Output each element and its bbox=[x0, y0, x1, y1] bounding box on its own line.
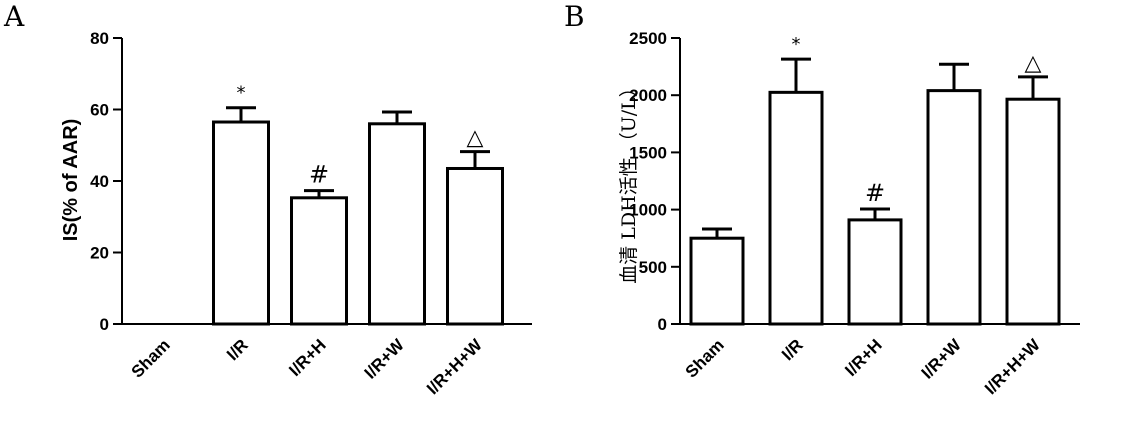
bar bbox=[768, 90, 824, 326]
y-axis-title-b: 血清 LDH活性 （U/L） bbox=[618, 78, 640, 284]
panel-label-b: B bbox=[564, 0, 585, 33]
category-label: I/R+W bbox=[918, 335, 966, 383]
y-tick-label: 0 bbox=[100, 315, 109, 334]
y-tick-label: 40 bbox=[90, 172, 109, 191]
y-tick-label: 2000 bbox=[629, 86, 667, 105]
category-label: I/R+W bbox=[361, 335, 409, 383]
category-label: I/R+H bbox=[285, 335, 330, 380]
significance-marker: △ bbox=[467, 126, 484, 151]
category-label: Sham bbox=[128, 335, 174, 381]
y-tick-label: 1500 bbox=[629, 143, 667, 162]
significance-marker: * bbox=[237, 83, 246, 104]
bar bbox=[290, 196, 348, 326]
bar bbox=[446, 166, 504, 326]
y-tick-label: 0 bbox=[658, 315, 667, 334]
bar bbox=[926, 89, 982, 326]
bar bbox=[368, 122, 426, 326]
y-ticks-b: 0 500 1000 1500 2000 2500 bbox=[629, 29, 680, 334]
significance-marker: # bbox=[309, 161, 329, 189]
panel-b: B 血清 LDH活性 （U/L） 0 500 1000 1500 2000 2500 * #… bbox=[564, 0, 1080, 398]
bars-b: * # △ bbox=[689, 34, 1061, 326]
bar bbox=[1005, 97, 1061, 326]
category-label: I/R bbox=[778, 335, 807, 364]
bar bbox=[212, 120, 270, 326]
y-axis-title-a: IS(% of AAR) bbox=[60, 119, 82, 242]
y-tick-label: 500 bbox=[639, 258, 667, 277]
category-label: I/R+H bbox=[841, 335, 886, 380]
category-label: Sham bbox=[682, 335, 728, 381]
panel-a: A IS(% of AAR) 0 20 40 60 80 * # △ Sham I/R I/R+… bbox=[3, 0, 532, 398]
bar bbox=[847, 218, 903, 326]
y-tick-label: 2500 bbox=[629, 29, 667, 48]
panel-label-a: A bbox=[3, 0, 25, 33]
category-label: I/R+H+W bbox=[423, 335, 487, 399]
y-ticks-a: 0 20 40 60 80 bbox=[90, 29, 122, 334]
bar bbox=[689, 236, 745, 326]
y-tick-label: 1000 bbox=[629, 201, 667, 220]
category-labels-a: Sham I/R I/R+H I/R+W I/R+H+W bbox=[128, 335, 487, 399]
significance-marker: # bbox=[865, 179, 885, 207]
y-tick-label: 80 bbox=[90, 29, 109, 48]
category-label: I/R bbox=[223, 335, 252, 364]
bars-a: * # △ bbox=[212, 83, 504, 326]
category-label: I/R+H+W bbox=[981, 335, 1045, 399]
category-labels-b: Sham I/R I/R+H I/R+W I/R+H+W bbox=[682, 335, 1045, 399]
significance-marker: * bbox=[792, 34, 801, 55]
significance-marker: △ bbox=[1025, 51, 1042, 76]
y-tick-label: 60 bbox=[90, 101, 109, 120]
y-tick-label: 20 bbox=[90, 244, 109, 263]
